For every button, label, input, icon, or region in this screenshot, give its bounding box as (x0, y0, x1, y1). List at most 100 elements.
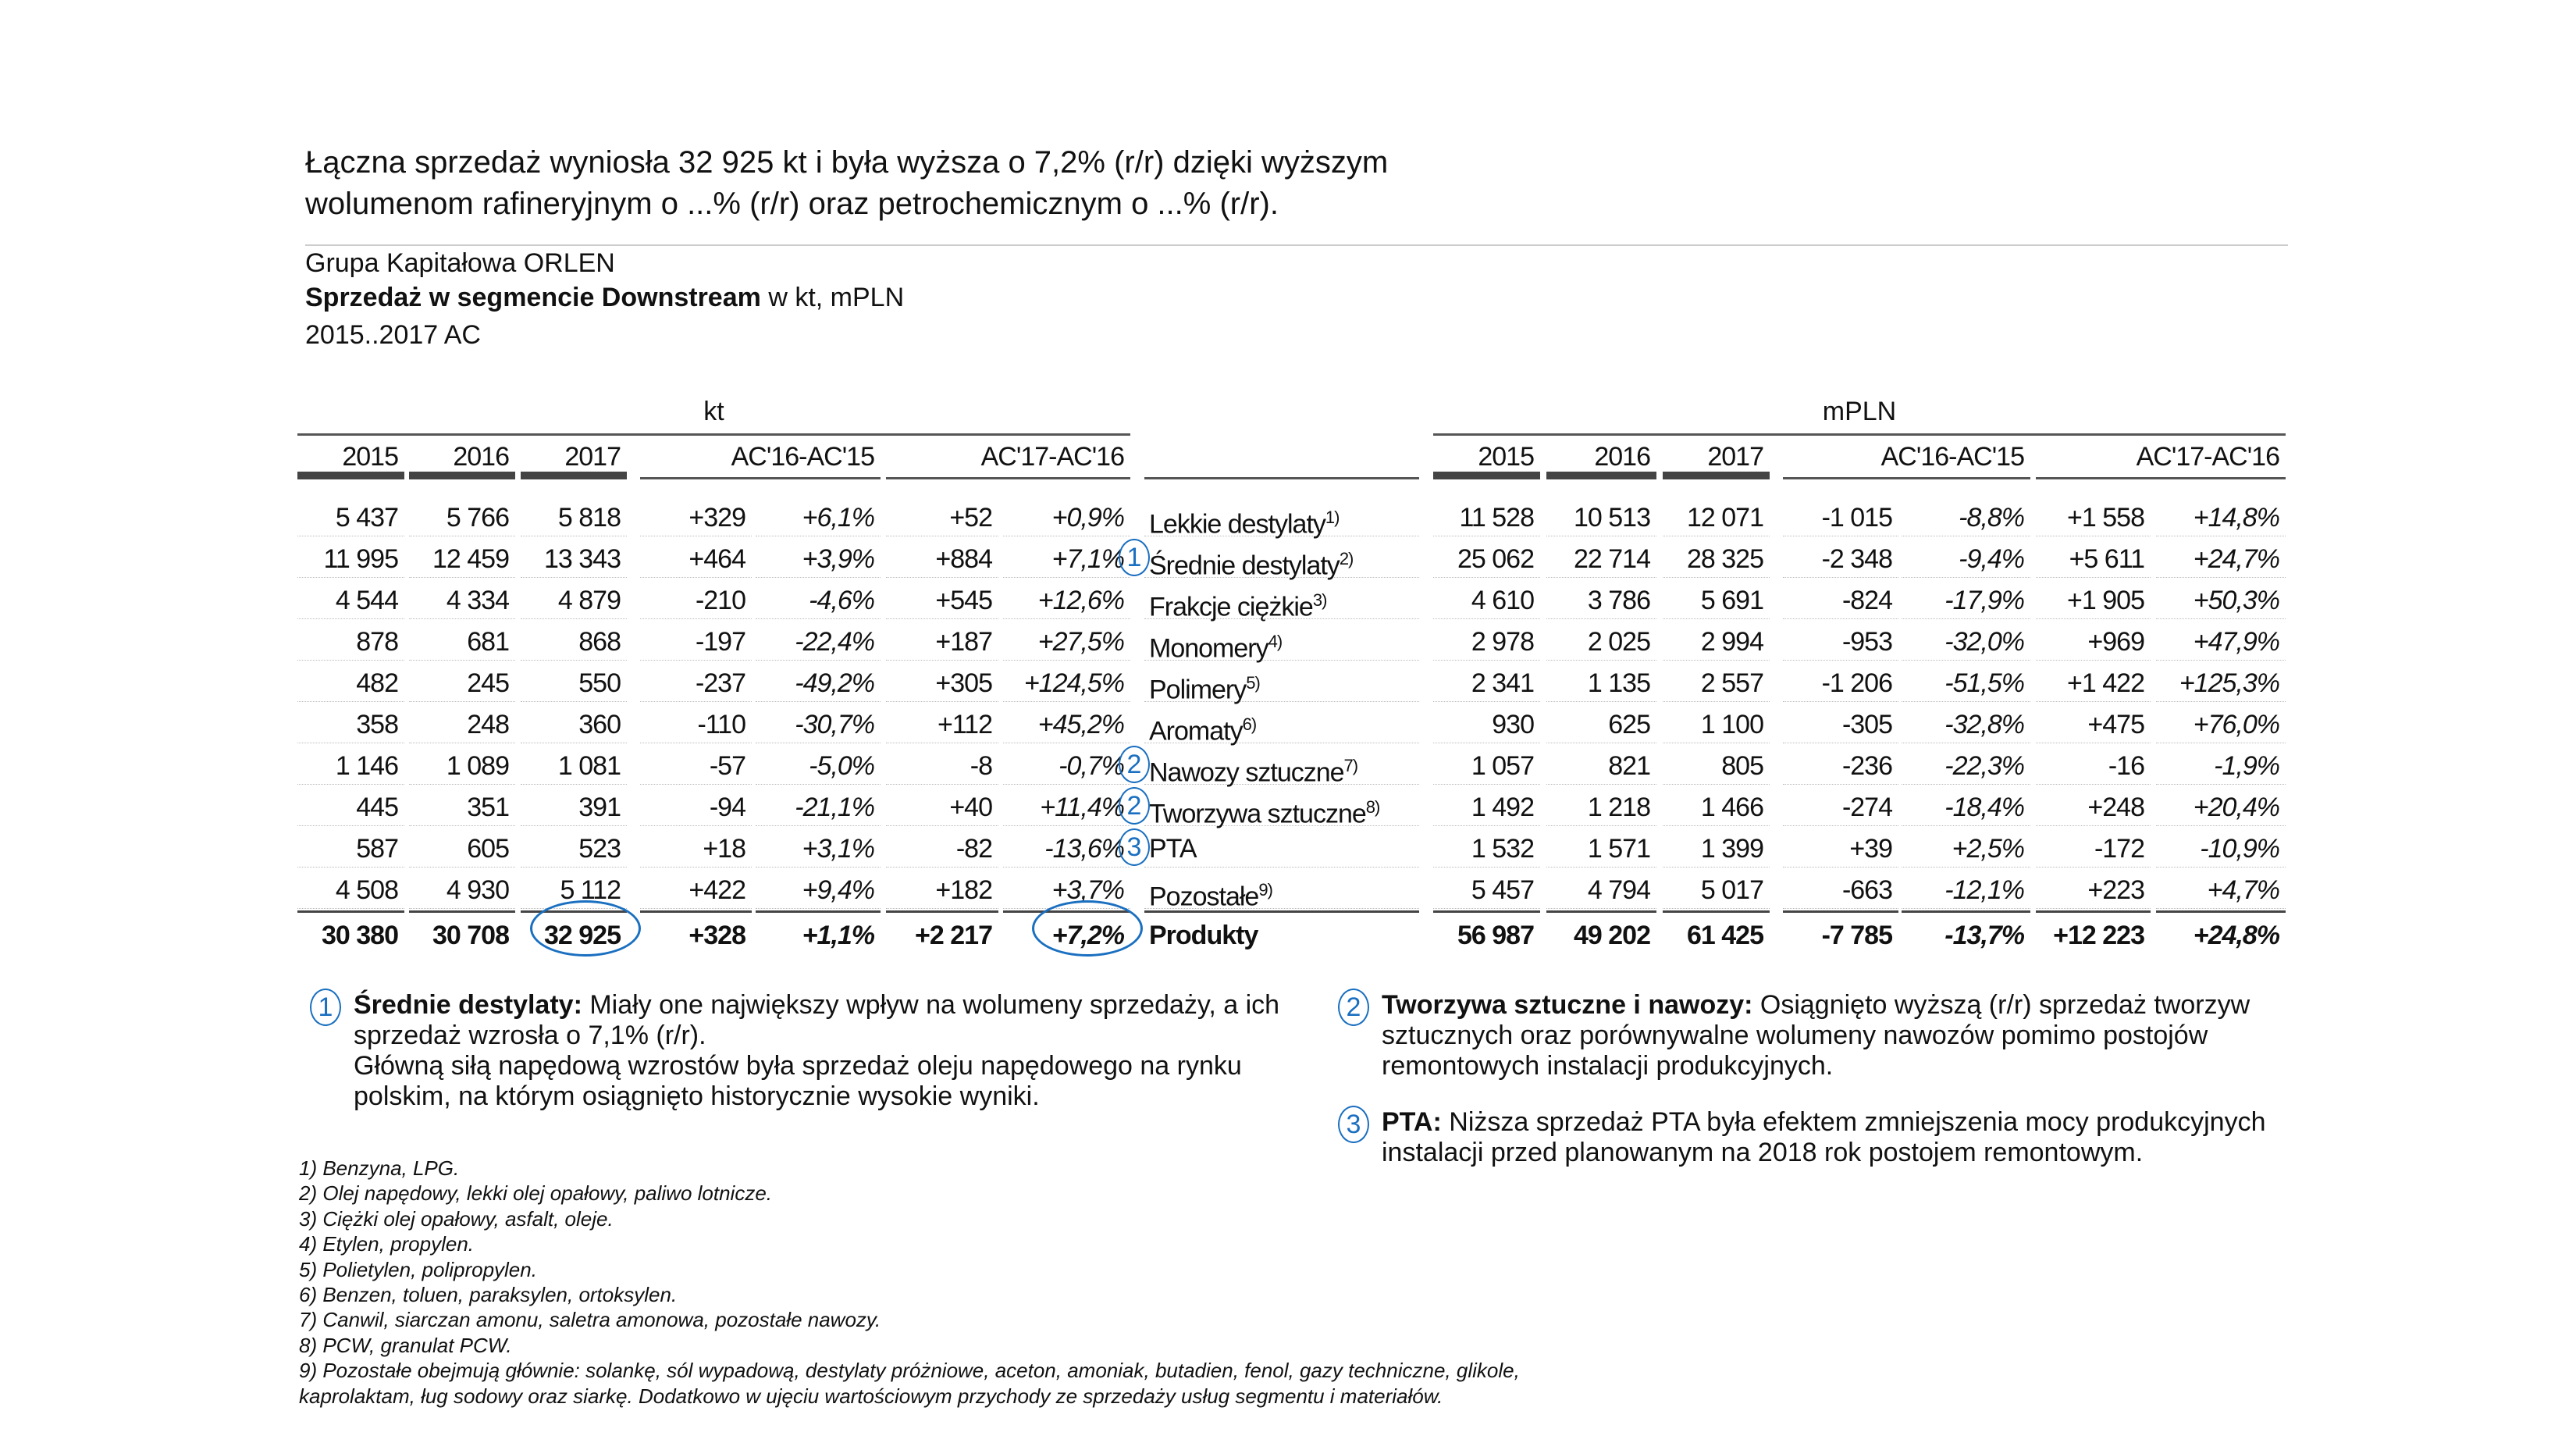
footnote-ref: 6) (1242, 714, 1258, 734)
footnote: 2) Olej napędowy, lekki olej opałowy, pa… (299, 1181, 773, 1206)
unit-mpln-rule (1433, 433, 2286, 436)
kt-cell: 5 766 (409, 495, 515, 536)
kt-cell: 245 (409, 661, 515, 702)
footnote-ref: 5) (1246, 673, 1261, 693)
pln-cell: -1 015 (1783, 495, 1898, 536)
kt-cell: +2 217 (886, 910, 998, 952)
headline: Łączna sprzedaż wyniosła 32 925 kt i był… (305, 142, 2257, 225)
kt-cell: 13 343 (521, 536, 627, 578)
header-rule (1433, 472, 1540, 479)
pln-cell: 1 100 (1663, 702, 1770, 743)
note-marker-icon: 3 (1338, 1106, 1369, 1143)
note-marker-icon: 2 (1119, 746, 1150, 783)
pln-cell: 12 071 (1663, 495, 1770, 536)
label-header-rule (1144, 477, 1419, 479)
pln-cell: 5 691 (1663, 578, 1770, 619)
pln-cell: -16 (2036, 743, 2151, 785)
note-text: Niższa sprzedaż PTA była efektem zmniejs… (1382, 1107, 2266, 1167)
pln-cell: -305 (1783, 702, 1898, 743)
note-2: Tworzywa sztuczne i nawozy: Osiągnięto w… (1382, 990, 2311, 1081)
row-label-text: Monomery (1149, 633, 1269, 664)
kt-cell: 523 (521, 826, 627, 868)
pln-cell: 25 062 (1433, 536, 1540, 578)
kt-cell: 1 146 (297, 743, 404, 785)
row-label-text: Nawozy sztuczne (1149, 757, 1345, 788)
kt-cell: 1 081 (521, 743, 627, 785)
column-header-year: 2015 (1478, 442, 1535, 472)
kt-cell: +27,5% (1003, 619, 1130, 661)
pln-cell: 2 025 (1546, 619, 1656, 661)
pln-cell: 11 528 (1433, 495, 1540, 536)
kt-cell: 550 (521, 661, 627, 702)
kt-cell: +422 (640, 868, 752, 909)
kt-cell: +3,1% (756, 826, 881, 868)
pln-cell: +125,3% (2156, 661, 2286, 702)
note-title: Średnie destylaty: (354, 990, 582, 1020)
kt-cell: +1,1% (756, 910, 881, 952)
kt-cell: 12 459 (409, 536, 515, 578)
header-rule (297, 472, 404, 479)
headline-line-1: Łączna sprzedaż wyniosła 32 925 kt i był… (305, 145, 1389, 180)
kt-cell: 587 (297, 826, 404, 868)
column-header-delta-16-15: AC'16-AC'15 (1880, 442, 2025, 472)
note-text: Miały one największy wpływ na wolumeny s… (354, 990, 1280, 1050)
table-title-bold: Sprzedaż w segmencie Downstream (305, 283, 761, 312)
pln-cell: 5 017 (1663, 868, 1770, 909)
pln-cell: 4 794 (1546, 868, 1656, 909)
kt-cell: +9,4% (756, 868, 881, 909)
footnote: 1) Benzyna, LPG. (299, 1156, 460, 1180)
pln-cell: +47,9% (2156, 619, 2286, 661)
pln-cell: 1 218 (1546, 785, 1656, 826)
pln-cell: -32,0% (1902, 619, 2030, 661)
pln-cell: +1 905 (2036, 578, 2151, 619)
pln-cell: +20,4% (2156, 785, 2286, 826)
row-label-text: Frakcje ciężkie (1149, 592, 1314, 622)
kt-cell: 30 708 (409, 910, 515, 952)
kt-cell: +6,1% (756, 495, 881, 536)
pln-cell: +24,7% (2156, 536, 2286, 578)
row-label-text: Średnie destylaty (1149, 550, 1340, 581)
pln-cell: 805 (1663, 743, 1770, 785)
footnote: 6) Benzen, toluen, paraksylen, ortoksyle… (299, 1283, 678, 1307)
column-header-delta-16-15: AC'16-AC'15 (731, 442, 875, 472)
pln-cell: -22,3% (1902, 743, 2030, 785)
pln-cell: 1 532 (1433, 826, 1540, 868)
pln-cell: 61 425 (1663, 910, 1770, 952)
kt-cell: 4 879 (521, 578, 627, 619)
row-label: Tworzywa sztuczne8) (1144, 785, 1419, 828)
pln-cell: +50,3% (2156, 578, 2286, 619)
kt-cell: -237 (640, 661, 752, 702)
highlight-ellipse (530, 900, 641, 957)
kt-cell: -5,0% (756, 743, 881, 785)
pln-cell: -2 348 (1783, 536, 1898, 578)
header-rule (886, 477, 1130, 479)
header-rule (1783, 477, 2030, 479)
pln-cell: 1 571 (1546, 826, 1656, 868)
kt-cell: 30 380 (297, 910, 404, 952)
kt-cell: +545 (886, 578, 998, 619)
kt-cell: -49,2% (756, 661, 881, 702)
kt-cell: -82 (886, 826, 998, 868)
unit-kt-rule (297, 433, 1130, 436)
pln-cell: 5 457 (1433, 868, 1540, 909)
row-label: Monomery4) (1144, 619, 1419, 664)
pln-cell: 1 399 (1663, 826, 1770, 868)
pln-cell: 2 978 (1433, 619, 1540, 661)
pln-cell: +5 611 (2036, 536, 2151, 578)
row-label: Nawozy sztuczne7) (1144, 743, 1419, 788)
kt-cell: 868 (521, 619, 627, 661)
kt-cell: +40 (886, 785, 998, 826)
kt-cell: -4,6% (756, 578, 881, 619)
pln-cell: -824 (1783, 578, 1898, 619)
footnote-ref: 4) (1268, 632, 1283, 651)
footnote: 3) Ciężki olej opałowy, asfalt, oleje. (299, 1206, 614, 1231)
kt-cell: +329 (640, 495, 752, 536)
row-label-text: Pozostałe (1149, 882, 1259, 912)
pln-cell: -663 (1783, 868, 1898, 909)
row-label: Lekkie destylaty1) (1144, 495, 1419, 539)
kt-cell: +0,9% (1003, 495, 1130, 536)
note-text: Główną siłą napędową wzrostów była sprze… (354, 1051, 1242, 1111)
footnote: 9) Pozostałe obejmują głównie: solankę, … (299, 1359, 1520, 1408)
kt-cell: 5 818 (521, 495, 627, 536)
headline-line-2: wolumenom rafineryjnym o ...% (r/r) oraz… (305, 187, 1279, 221)
